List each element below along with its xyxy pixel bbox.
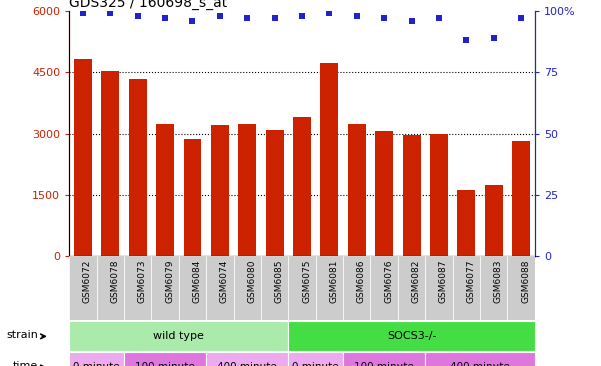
Text: GSM6074: GSM6074 [220,259,229,303]
Bar [426,352,535,366]
Bar [430,134,448,256]
Bar [239,124,256,256]
Point [325,11,334,16]
Bar [370,256,398,320]
Point [78,11,88,16]
Text: 400 minute: 400 minute [218,362,277,366]
Bar [343,256,370,320]
Bar [512,141,530,256]
Bar [69,352,124,366]
Bar [293,117,311,256]
Bar [124,352,206,366]
Bar [348,124,365,256]
Bar [375,131,393,256]
Bar [129,79,147,256]
Text: 0 minute: 0 minute [293,362,339,366]
Text: GSM6084: GSM6084 [192,259,201,303]
Bar [69,256,97,320]
Bar [343,352,426,366]
Text: 0 minute: 0 minute [73,362,120,366]
Text: wild type: wild type [153,331,204,341]
Point [105,11,115,16]
Bar [398,256,426,320]
Point [215,13,225,19]
Text: GSM6072: GSM6072 [83,259,92,303]
Bar [261,256,288,320]
Bar [426,256,453,320]
Bar [507,256,535,320]
Text: GSM6077: GSM6077 [466,259,475,303]
Bar [102,71,119,256]
Text: GSM6081: GSM6081 [329,259,338,303]
Bar [288,256,316,320]
Bar [480,256,507,320]
Bar [69,321,288,351]
Point [462,37,471,43]
Bar [316,256,343,320]
Bar [178,256,206,320]
Text: 400 minute: 400 minute [450,362,510,366]
Point [270,15,279,21]
Text: GSM6080: GSM6080 [247,259,256,303]
Point [160,15,170,21]
Bar [206,352,288,366]
Text: GSM6079: GSM6079 [165,259,174,303]
Bar [288,321,535,351]
Text: GSM6085: GSM6085 [275,259,284,303]
Text: GSM6083: GSM6083 [494,259,503,303]
Point [188,18,197,24]
Bar [234,256,261,320]
Text: GSM6076: GSM6076 [384,259,393,303]
Bar [453,256,480,320]
Text: GSM6086: GSM6086 [357,259,366,303]
Text: GSM6075: GSM6075 [302,259,311,303]
Bar [183,139,201,256]
Bar [97,256,124,320]
Bar [211,125,229,256]
Text: time: time [13,361,38,366]
Point [352,13,362,19]
Bar [151,256,178,320]
Bar [206,256,234,320]
Point [489,35,499,41]
Text: GSM6087: GSM6087 [439,259,448,303]
Text: GSM6073: GSM6073 [138,259,147,303]
Text: GSM6078: GSM6078 [110,259,119,303]
Point [407,18,416,24]
Point [297,13,307,19]
Text: GSM6082: GSM6082 [412,259,421,303]
Bar [457,190,475,256]
Text: strain: strain [6,330,38,340]
Text: GDS325 / 160698_s_at: GDS325 / 160698_s_at [69,0,227,10]
Text: GSM6088: GSM6088 [521,259,530,303]
Bar [403,135,421,256]
Bar [156,124,174,256]
Bar [74,59,92,256]
Bar [320,63,338,256]
Point [242,15,252,21]
Point [434,15,444,21]
Point [516,15,526,21]
Text: 100 minute: 100 minute [135,362,195,366]
Bar [124,256,151,320]
Bar [288,352,343,366]
Point [133,13,142,19]
Text: SOCS3-/-: SOCS3-/- [387,331,436,341]
Bar [485,186,502,256]
Text: 100 minute: 100 minute [355,362,414,366]
Bar [266,130,284,256]
Point [379,15,389,21]
